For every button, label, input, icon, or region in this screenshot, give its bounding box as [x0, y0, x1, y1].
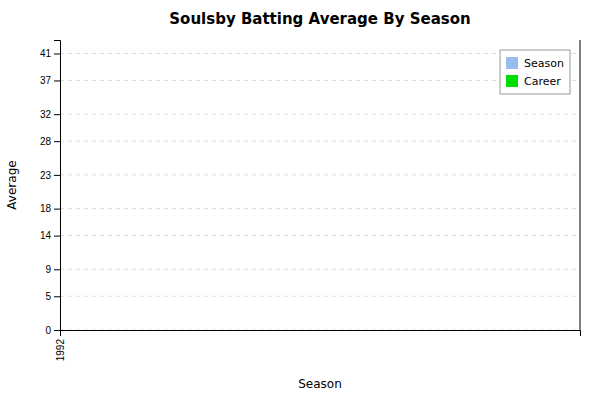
tick: 9 [45, 264, 60, 275]
tick-label: 37 [40, 75, 52, 86]
tick-mark [54, 236, 60, 237]
axis-line [54, 41, 61, 331]
legend-swatch [506, 57, 518, 69]
tick: 41 [40, 48, 60, 59]
y-axis: 0 5 9 14 18 23 28 32 37 41 [40, 41, 61, 336]
tick-label: 41 [40, 48, 52, 59]
legend-box [500, 50, 570, 94]
x-axis: 1992 [55, 330, 581, 361]
frame-line [580, 40, 581, 330]
grid-line [60, 174, 580, 175]
tick: 5 [45, 291, 60, 302]
tick: 37 [40, 75, 60, 86]
tick-mark [54, 209, 60, 210]
legend-swatch [506, 75, 518, 87]
grid-line [60, 296, 580, 297]
tick-label: 18 [40, 203, 52, 214]
grid [60, 53, 580, 330]
tick-mark [54, 53, 60, 54]
tick-label: 32 [40, 109, 52, 120]
tick: 28 [40, 136, 60, 147]
grid-line [60, 235, 580, 236]
legend-item: Season [506, 57, 564, 70]
tick: 18 [40, 203, 60, 214]
tick-mark [54, 296, 60, 297]
plot-area: 1992 0 5 9 14 18 23 28 32 37 41 Season Career [40, 40, 581, 361]
tick-mark [54, 175, 60, 176]
tick-mark [54, 141, 60, 142]
grid-line [60, 269, 580, 270]
grid-line [60, 208, 580, 209]
title: Soulsby Batting Average By Season [169, 10, 470, 28]
tick-label: 14 [40, 230, 52, 241]
tick: 23 [40, 170, 60, 181]
legend-label: Season [524, 57, 564, 70]
x-axis-label: Season [298, 377, 342, 391]
tick-mark [54, 269, 60, 270]
tick: 1992 [55, 330, 66, 361]
legend-label: Career [524, 75, 561, 88]
y-axis-label: Average [5, 160, 19, 209]
tick-mark [54, 80, 60, 81]
tick-label: 5 [45, 291, 51, 302]
tick-label: 23 [40, 170, 52, 181]
chart: 1992 0 5 9 14 18 23 28 32 37 41 Season Career Soulsby… [0, 0, 600, 400]
tick-label: 1992 [55, 339, 66, 362]
grid-line [60, 141, 580, 142]
tick-label: 28 [40, 136, 52, 147]
legend-item: Career [506, 75, 561, 88]
tick-label: 0 [45, 325, 51, 336]
tick-label: 9 [45, 264, 51, 275]
tick: 32 [40, 109, 60, 120]
grid-line [60, 114, 580, 115]
tick: 0 [45, 325, 60, 336]
tick-mark [54, 330, 60, 331]
legend: Season Career [500, 50, 570, 94]
tick-mark [54, 114, 60, 115]
axis-line [61, 331, 581, 337]
tick: 14 [40, 230, 60, 241]
